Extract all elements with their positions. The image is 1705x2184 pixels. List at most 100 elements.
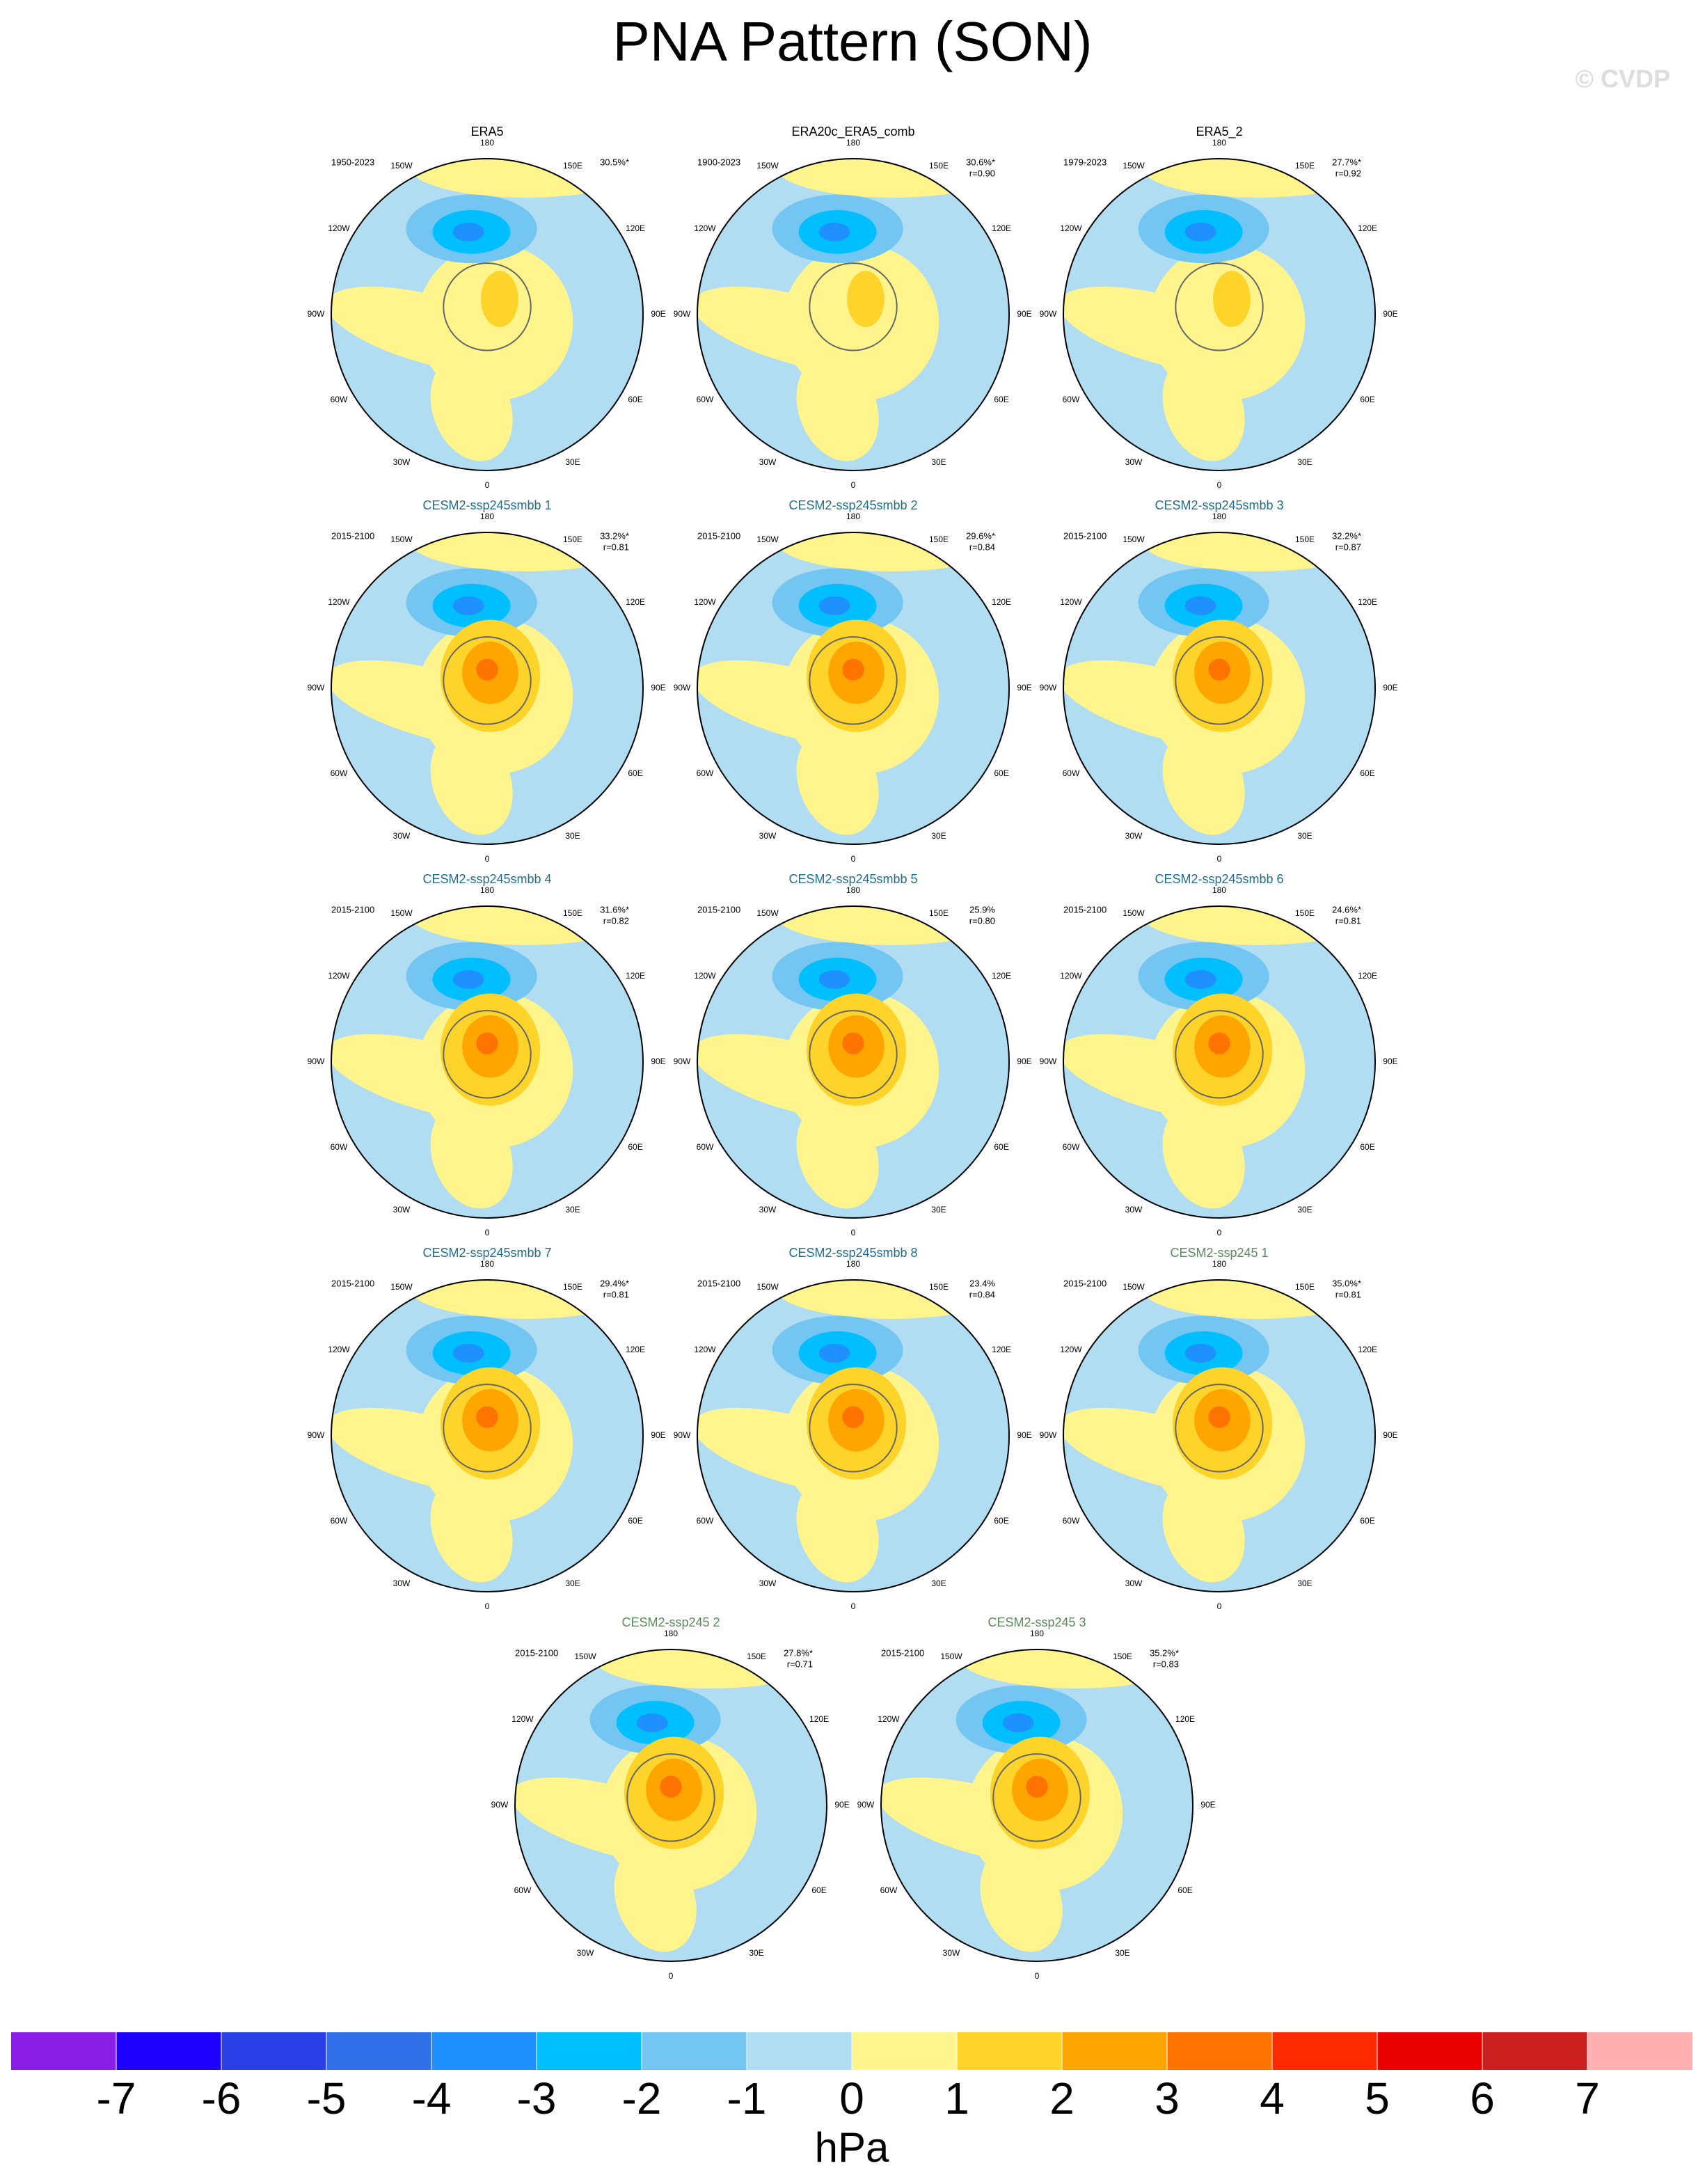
longitude-label: 30W [943, 1948, 960, 1958]
longitude-label: 150E [929, 161, 949, 171]
longitude-label: 30W [1125, 831, 1143, 841]
colorbar-box [1272, 2032, 1377, 2070]
longitude-label: 150W [1123, 1282, 1145, 1292]
longitude-label: 90W [674, 1057, 691, 1066]
positive-region [614, 1846, 697, 1952]
panel-title: CESM2-ssp245smbb 6 [1155, 872, 1283, 886]
longitude-label: 180 [1212, 885, 1226, 895]
colorbar-box [431, 2032, 537, 2070]
longitude-label: 180 [1212, 512, 1226, 521]
longitude-label: 120E [626, 1345, 645, 1354]
colorbar-tick-label: 3 [1155, 2073, 1180, 2123]
panel-period: 2015-2100 [1063, 530, 1107, 541]
positive-region [1162, 1102, 1245, 1209]
arctic-coast [809, 1010, 898, 1099]
longitude-label: 30W [393, 831, 411, 841]
longitude-label: 60E [994, 1516, 1008, 1526]
colorbar-tick-label: 4 [1260, 2073, 1285, 2123]
colorbar-box [1377, 2032, 1482, 2070]
arctic-coast [443, 1384, 532, 1473]
longitude-label: 150E [563, 161, 582, 171]
panel-title: ERA20c_ERA5_comb [791, 125, 914, 139]
arctic-coast [443, 262, 532, 351]
map-border [514, 1649, 827, 1962]
positive-region [796, 1102, 879, 1209]
longitude-label: 120E [1175, 1714, 1195, 1724]
panel-period: 2015-2100 [881, 1647, 924, 1658]
positive-region [842, 658, 864, 681]
longitude-label: 30E [931, 1578, 946, 1588]
longitude-label: 120E [992, 1345, 1011, 1354]
map-field [331, 906, 643, 1218]
panel-correlation: r=0.80 [969, 915, 995, 926]
longitude-label: 150E [929, 535, 949, 544]
arctic-coast [1175, 636, 1264, 725]
longitude-label: 150W [1123, 908, 1145, 918]
longitude-label: 150E [1295, 161, 1315, 171]
positive-region [980, 1846, 1063, 1952]
longitude-label: 90W [491, 1800, 509, 1810]
longitude-label: 30E [565, 457, 580, 467]
longitude-label: 60W [1063, 768, 1080, 778]
map-field [1063, 906, 1375, 1218]
longitude-label: 0 [485, 1228, 490, 1237]
longitude-label: 120W [328, 223, 350, 233]
arctic-coast [443, 636, 532, 725]
longitude-label: 60W [697, 1516, 714, 1526]
longitude-label: 120E [992, 597, 1011, 607]
longitude-label: 120E [992, 971, 1011, 981]
longitude-label: 150E [929, 1282, 949, 1292]
longitude-label: 0 [851, 1601, 856, 1611]
positive-region [1208, 1032, 1230, 1054]
longitude-label: 180 [1212, 138, 1226, 148]
longitude-label: 90E [1017, 1057, 1031, 1066]
panel-variance: 35.0%* [1332, 1278, 1361, 1288]
longitude-label: 120W [1060, 597, 1082, 607]
panel-correlation: r=0.90 [969, 168, 995, 178]
longitude-label: 30E [565, 831, 580, 841]
longitude-label: 180 [480, 1259, 494, 1269]
map-field [1063, 532, 1375, 844]
longitude-label: 120E [1358, 971, 1377, 981]
panel-period: 2015-2100 [331, 1278, 374, 1288]
colorbar-tick-label: -4 [412, 2073, 452, 2123]
longitude-label: 30W [1125, 1205, 1143, 1214]
longitude-label: 60E [811, 1885, 826, 1895]
longitude-label: 0 [1217, 1601, 1222, 1611]
watermark: © CVDP [1575, 65, 1670, 93]
longitude-label: 60W [331, 1516, 348, 1526]
longitude-label: 120W [328, 1345, 350, 1354]
positive-region [660, 1775, 682, 1798]
positive-region [430, 729, 513, 835]
colorbar-tick-label: 0 [839, 2073, 864, 2123]
positive-region [796, 1476, 879, 1583]
colorbar-box [116, 2032, 221, 2070]
panel-correlation: r=0.82 [603, 915, 629, 926]
longitude-label: 90E [1383, 1430, 1397, 1440]
colorbar-box [1062, 2032, 1167, 2070]
panel-variance: 29.4%* [600, 1278, 629, 1288]
panel-period: 2015-2100 [331, 530, 374, 541]
longitude-label: 90E [1017, 309, 1031, 319]
longitude-label: 90E [1017, 683, 1031, 693]
longitude-label: 30E [749, 1948, 763, 1958]
negative-region [1184, 596, 1216, 615]
colorbar-tick-label: -6 [202, 2073, 241, 2123]
panel-title: CESM2-ssp245smbb 1 [422, 498, 551, 512]
panel-correlation: r=0.71 [787, 1659, 813, 1669]
positive-region [1162, 1476, 1245, 1583]
colorbar-box [747, 2032, 852, 2070]
longitude-label: 120E [1358, 1345, 1377, 1354]
negative-region [1184, 222, 1216, 242]
panel-title: CESM2-ssp245smbb 7 [422, 1246, 551, 1260]
longitude-label: 120W [1060, 1345, 1082, 1354]
positive-region [1208, 658, 1230, 681]
longitude-label: 30W [1125, 457, 1143, 467]
longitude-label: 90E [1383, 309, 1397, 319]
longitude-label: 120W [878, 1714, 900, 1724]
map-border [697, 1279, 1010, 1592]
map-field [1063, 1280, 1375, 1592]
colorbar-box [852, 2032, 957, 2070]
colorbar-box [326, 2032, 431, 2070]
longitude-label: 150E [1113, 1652, 1132, 1661]
